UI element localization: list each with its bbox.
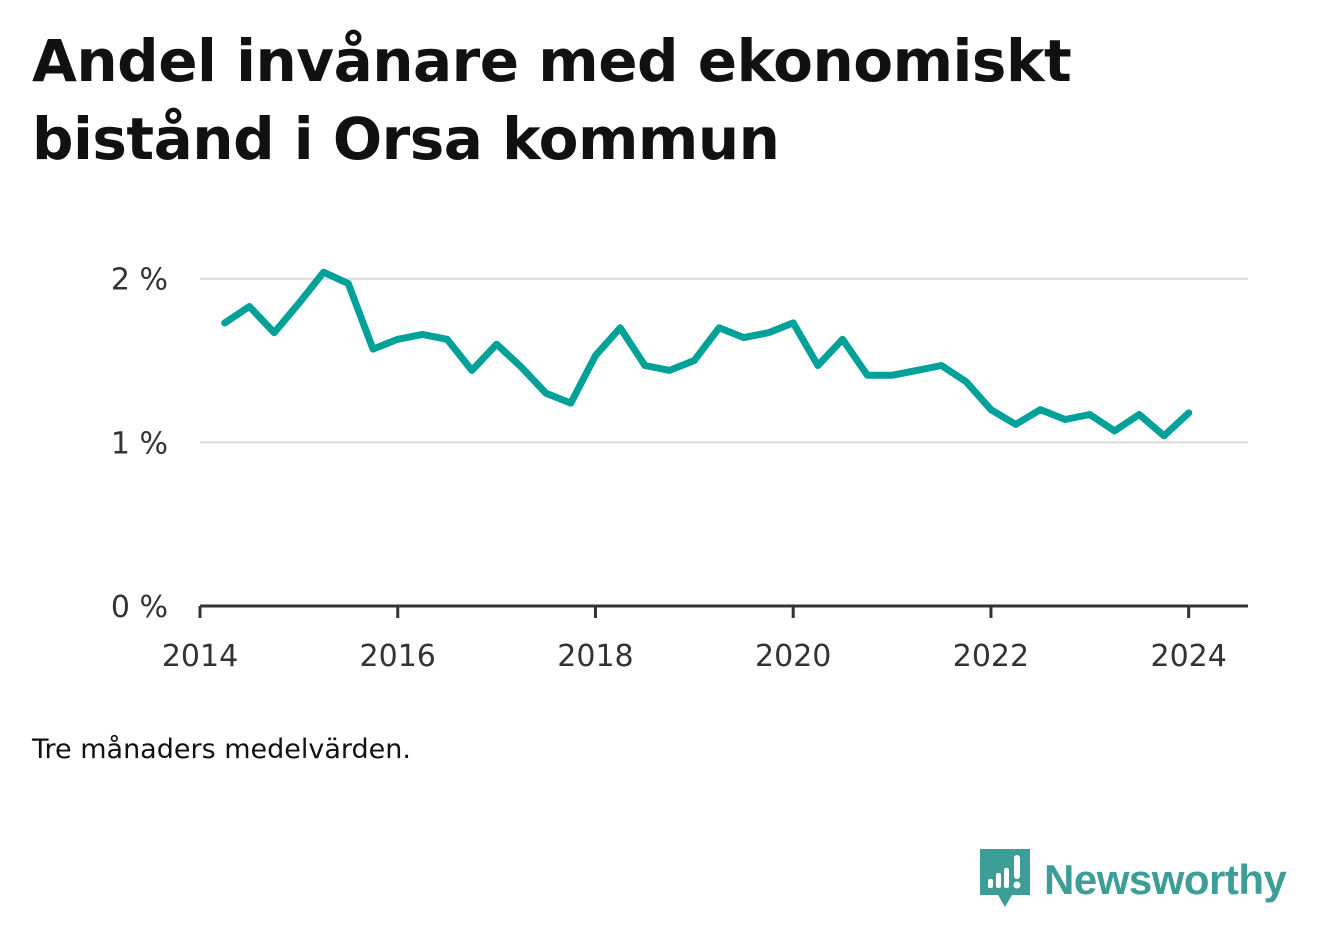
brand-name: Newsworthy xyxy=(1044,856,1287,903)
y-axis-tick-labels: 0 % 1 % 2 % xyxy=(111,263,168,625)
x-tick-label: 2024 xyxy=(1150,639,1226,674)
chart-note: Tre månaders medelvärden. xyxy=(32,734,411,765)
series-line xyxy=(221,268,1193,440)
series xyxy=(221,268,1193,440)
newsworthy-logo-icon xyxy=(980,849,1030,907)
x-tick-label: 2018 xyxy=(557,639,633,674)
x-tick-label: 2014 xyxy=(162,639,238,674)
grid-lines xyxy=(200,277,1248,444)
newsworthy-logo: Newsworthy xyxy=(980,848,1287,912)
x-tick-label: 2016 xyxy=(360,639,436,674)
y-tick-label: 1 % xyxy=(111,426,168,461)
y-tick-label: 0 % xyxy=(111,590,168,625)
x-axis: 2014 2016 2018 2020 2022 2024 xyxy=(162,604,1248,674)
chart-title: Andel invånare med ekonomiskt bistånd i … xyxy=(32,27,1072,173)
x-tick-label: 2020 xyxy=(755,639,831,674)
y-tick-label: 2 % xyxy=(111,263,168,298)
x-tick-label: 2022 xyxy=(953,639,1029,674)
